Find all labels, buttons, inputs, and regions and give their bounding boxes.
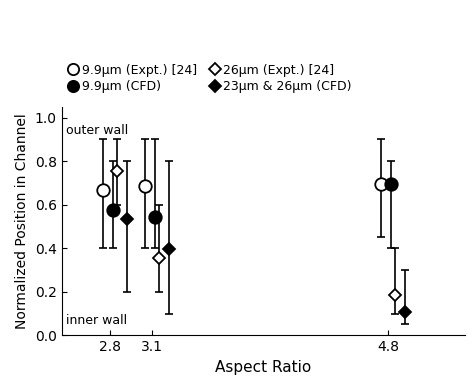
Legend: 9.9μm (Expt.) [24], 9.9μm (CFD), 26μm (Expt.) [24], 23μm & 26μm (CFD): 9.9μm (Expt.) [24], 9.9μm (CFD), 26μm (E… <box>68 61 354 96</box>
X-axis label: Aspect Ratio: Aspect Ratio <box>215 360 311 375</box>
Y-axis label: Normalized Position in Channel: Normalized Position in Channel <box>15 113 29 329</box>
Text: outer wall: outer wall <box>66 124 128 137</box>
Text: inner wall: inner wall <box>66 314 127 327</box>
